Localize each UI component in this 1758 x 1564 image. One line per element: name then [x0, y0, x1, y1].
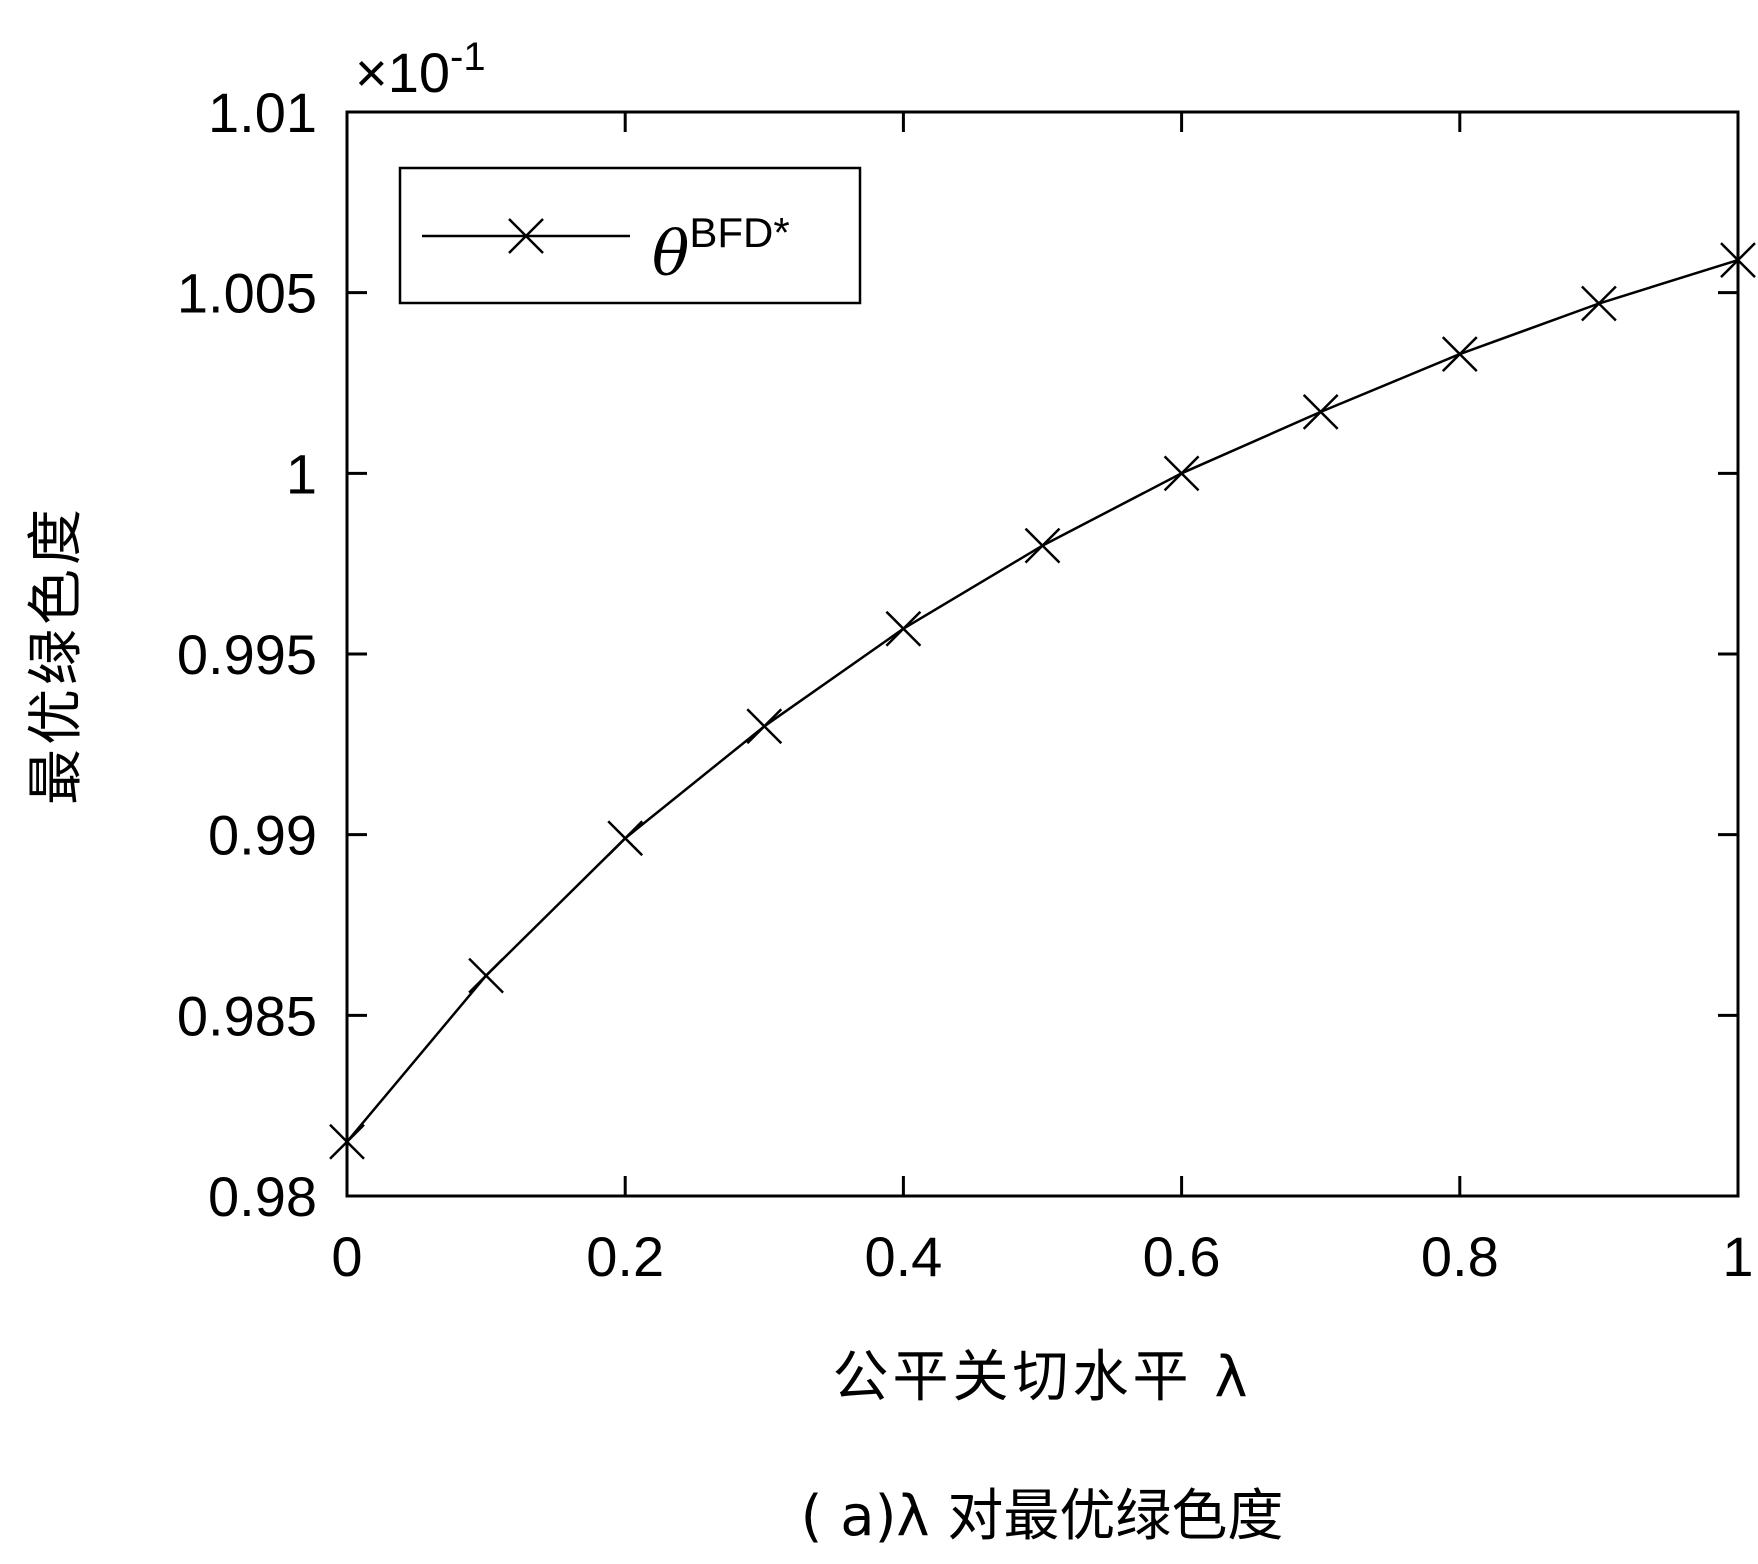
figure-caption: ( a)λ 对最优绿色度: [801, 1484, 1284, 1549]
y-tick-label: 0.985: [177, 984, 317, 1047]
data-point-marker: [746, 708, 783, 745]
y-axis-ticks: 0.98 0.985 0.99 0.995 1 1.005 1.01: [177, 81, 1738, 1228]
x-tick-label: 0: [331, 1225, 362, 1288]
x-tick-label: 0.6: [1143, 1225, 1221, 1288]
data-point-marker: [885, 610, 922, 647]
x-tick-label: 0.4: [864, 1225, 942, 1288]
series-line: [346, 258, 1739, 1143]
data-point-marker: [607, 820, 644, 857]
x-axis-ticks: 0 0.2 0.4 0.6 0.8 1: [331, 112, 1754, 1288]
y-tick-label: 1.005: [177, 262, 317, 325]
y-tick-label: 1.01: [208, 81, 317, 144]
y-tick-label: 0.98: [208, 1165, 317, 1228]
y-tick-label: 1: [286, 442, 317, 505]
x-tick-label: 0.2: [586, 1225, 664, 1288]
data-point-marker: [1163, 455, 1200, 492]
data-point-marker: [1441, 336, 1478, 372]
y-tick-label: 0.99: [208, 804, 317, 867]
data-point-marker: [468, 957, 504, 994]
legend-entry: θBFD*: [652, 209, 790, 290]
data-point-marker: [1024, 527, 1061, 564]
data-point-marker: [1720, 242, 1756, 279]
legend-series-superscript: BFD*: [689, 209, 789, 256]
legend-x-marker: [508, 218, 544, 254]
series-layer: [329, 242, 1756, 1160]
data-point-marker: [329, 1123, 365, 1160]
y-multiplier-exponent: -1: [450, 35, 486, 79]
y-tick-label: 0.995: [177, 623, 317, 686]
y-multiplier-base: ×10: [355, 41, 450, 104]
legend-series-name: θ: [652, 217, 689, 290]
y-axis-label: 最优绿色度: [24, 505, 89, 805]
data-point-marker: [1302, 394, 1339, 430]
legend: θBFD*: [398, 166, 862, 305]
data-point-marker: [1581, 285, 1617, 322]
x-tick-label: 1: [1722, 1225, 1753, 1288]
y-axis-multiplier: ×10-1: [355, 35, 486, 104]
x-axis-label: 公平关切水平 λ: [833, 1345, 1252, 1410]
x-tick-label: 0.8: [1421, 1225, 1499, 1288]
